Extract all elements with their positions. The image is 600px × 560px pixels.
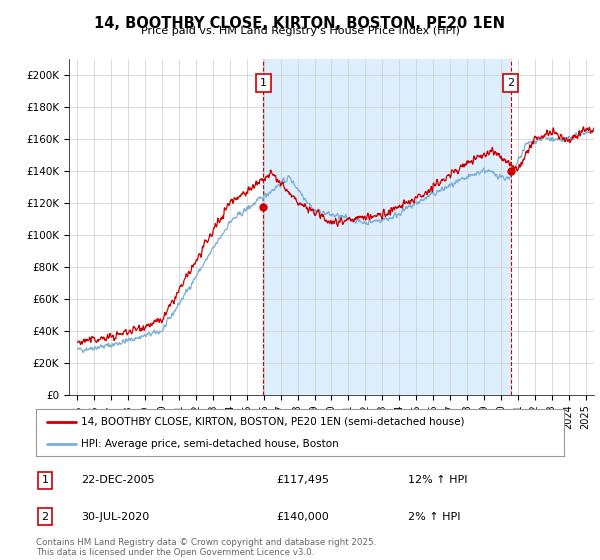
- Text: £140,000: £140,000: [276, 512, 329, 521]
- Bar: [263, 59, 511, 395]
- Text: 12% ↑ HPI: 12% ↑ HPI: [408, 475, 467, 485]
- Text: HPI: Average price, semi-detached house, Boston: HPI: Average price, semi-detached house,…: [81, 438, 338, 449]
- Text: 1: 1: [260, 78, 267, 88]
- Text: 2: 2: [41, 512, 49, 521]
- Text: £117,495: £117,495: [276, 475, 329, 485]
- Text: 14, BOOTHBY CLOSE, KIRTON, BOSTON, PE20 1EN (semi-detached house): 14, BOOTHBY CLOSE, KIRTON, BOSTON, PE20 …: [81, 417, 464, 427]
- Text: Price paid vs. HM Land Registry's House Price Index (HPI): Price paid vs. HM Land Registry's House …: [140, 26, 460, 36]
- Text: 2: 2: [507, 78, 514, 88]
- Text: 22-DEC-2005: 22-DEC-2005: [81, 475, 155, 485]
- Text: 1: 1: [41, 475, 49, 485]
- Text: 2% ↑ HPI: 2% ↑ HPI: [408, 512, 461, 521]
- Text: 30-JUL-2020: 30-JUL-2020: [81, 512, 149, 521]
- Text: Contains HM Land Registry data © Crown copyright and database right 2025.
This d: Contains HM Land Registry data © Crown c…: [36, 538, 376, 557]
- Text: 14, BOOTHBY CLOSE, KIRTON, BOSTON, PE20 1EN: 14, BOOTHBY CLOSE, KIRTON, BOSTON, PE20 …: [95, 16, 505, 31]
